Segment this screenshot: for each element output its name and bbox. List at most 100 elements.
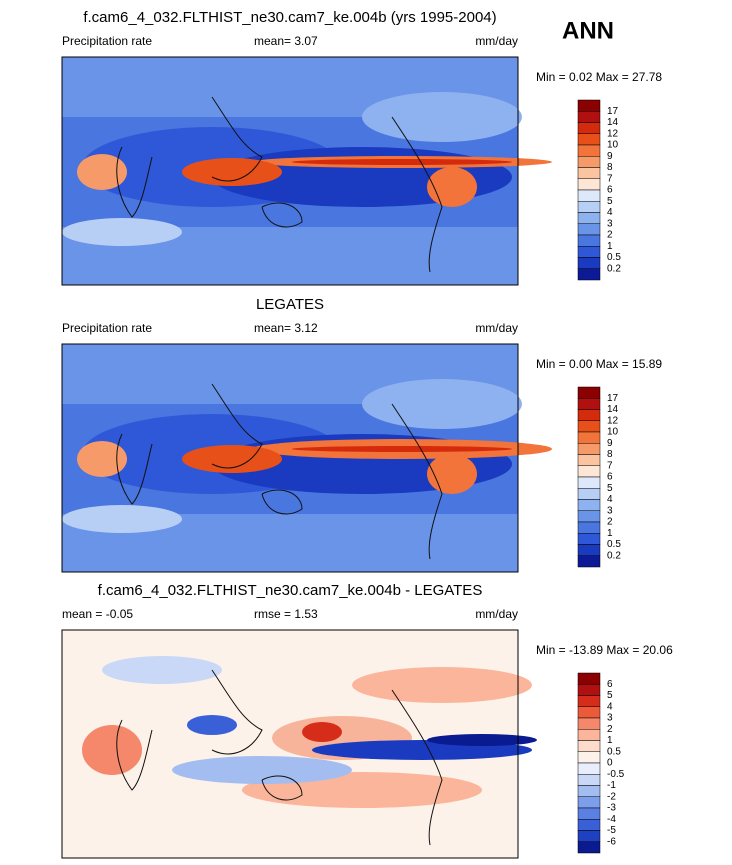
panel-title: LEGATES bbox=[256, 296, 324, 313]
colorbar-box bbox=[577, 499, 601, 511]
colorbar-box bbox=[577, 521, 601, 534]
colorbar-box bbox=[577, 212, 601, 224]
colorbar-box bbox=[577, 672, 601, 685]
colorbar-box bbox=[577, 167, 601, 179]
colorbar-label: 14 bbox=[607, 404, 619, 415]
colorbar-label: 6 bbox=[607, 185, 613, 196]
map-frame bbox=[61, 56, 519, 286]
colorbar-box bbox=[577, 762, 601, 775]
map bbox=[61, 629, 537, 859]
colorbar-label: 10 bbox=[607, 427, 619, 438]
map-field bbox=[82, 725, 142, 775]
colorbar-label: 5 bbox=[607, 690, 613, 701]
colorbar-box bbox=[577, 785, 601, 797]
colorbar-box bbox=[577, 99, 601, 112]
colorbar-label: 17 bbox=[607, 106, 619, 117]
colorbar-box bbox=[577, 684, 601, 696]
colorbar-label: 7 bbox=[607, 173, 613, 184]
colorbar-label: 4 bbox=[607, 494, 613, 505]
colorbar-label: 4 bbox=[607, 207, 613, 218]
colorbar-box bbox=[577, 386, 601, 399]
colorbar-label: 2 bbox=[607, 230, 613, 241]
colorbar-label: 10 bbox=[607, 140, 619, 151]
colorbar-box bbox=[577, 695, 601, 707]
colorbar-box bbox=[577, 796, 601, 809]
colorbar-label: 0.5 bbox=[607, 539, 621, 550]
colorbar-box bbox=[577, 488, 601, 500]
colorbar-label: -2 bbox=[607, 791, 616, 802]
map-field bbox=[292, 446, 512, 452]
colorbar-label: 5 bbox=[607, 483, 613, 494]
colorbar-label: 0 bbox=[607, 758, 613, 769]
colorbar-label: 5 bbox=[607, 196, 613, 207]
colorbar-box bbox=[577, 533, 601, 545]
colorbar-label: 2 bbox=[607, 724, 613, 735]
colorbar-label: 6 bbox=[607, 472, 613, 483]
left-label: Precipitation rate bbox=[62, 321, 152, 335]
panel-title: f.cam6_4_032.FLTHIST_ne30.cam7_ke.004b (… bbox=[83, 9, 496, 26]
colorbar-box bbox=[577, 740, 601, 752]
map bbox=[61, 56, 552, 286]
colorbar-box bbox=[577, 111, 601, 123]
colorbar-label: -6 bbox=[607, 836, 616, 847]
coastline bbox=[116, 383, 443, 560]
colorbar-box bbox=[577, 431, 601, 444]
colorbar-label: -0.5 bbox=[607, 769, 625, 780]
coastline bbox=[116, 669, 443, 846]
colorbar-box bbox=[577, 819, 601, 831]
colorbar-label: 0.5 bbox=[607, 252, 621, 263]
colorbar-label: 9 bbox=[607, 438, 613, 449]
min-max-label: Min = 0.00 Max = 15.89 bbox=[536, 357, 662, 371]
map-field bbox=[182, 445, 282, 473]
colorbar-label: 1 bbox=[607, 241, 613, 252]
colorbar-box bbox=[577, 544, 601, 556]
colorbar-label: 3 bbox=[607, 713, 613, 724]
colorbar-label: 12 bbox=[607, 128, 619, 139]
colorbar-label: 7 bbox=[607, 460, 613, 471]
map-field bbox=[187, 715, 237, 735]
colorbar-box bbox=[577, 465, 601, 478]
coastline bbox=[116, 96, 443, 273]
colorbar-box bbox=[577, 476, 601, 489]
map-field bbox=[302, 722, 342, 742]
colorbar-box bbox=[577, 234, 601, 247]
colorbar-box bbox=[577, 454, 601, 466]
map bbox=[61, 343, 552, 573]
colorbar-box bbox=[577, 144, 601, 157]
colorbar-box bbox=[577, 751, 601, 764]
colorbar-label: 0.5 bbox=[607, 746, 621, 757]
colorbar-label: 0.2 bbox=[607, 263, 621, 274]
map-field bbox=[77, 154, 127, 190]
colorbar-label: 4 bbox=[607, 701, 613, 712]
map-field bbox=[232, 83, 352, 111]
map-field bbox=[62, 505, 182, 533]
colorbar-box bbox=[577, 398, 601, 410]
colorbar-label: 14 bbox=[607, 117, 619, 128]
map-field bbox=[232, 370, 352, 398]
map-frame bbox=[61, 629, 519, 859]
map-field bbox=[102, 656, 222, 684]
colorbar-label: 8 bbox=[607, 449, 613, 460]
colorbar-box bbox=[577, 830, 601, 842]
colorbar-box bbox=[577, 246, 601, 258]
colorbar-box bbox=[577, 729, 601, 741]
map-field bbox=[62, 218, 182, 246]
map-field bbox=[292, 159, 512, 165]
colorbar-label: 12 bbox=[607, 415, 619, 426]
colorbar-label: 2 bbox=[607, 517, 613, 528]
center-label: rmse = 1.53 bbox=[254, 607, 318, 621]
map-field bbox=[427, 734, 537, 746]
colorbar-label: 1 bbox=[607, 735, 613, 746]
colorbar-box bbox=[577, 717, 601, 730]
colorbar-label: 9 bbox=[607, 151, 613, 162]
colorbar-label: 17 bbox=[607, 393, 619, 404]
map-field bbox=[362, 379, 522, 429]
colorbar-box bbox=[577, 443, 601, 455]
colorbar-box bbox=[577, 841, 601, 854]
left-label: Precipitation rate bbox=[62, 34, 152, 48]
units-label: mm/day bbox=[475, 321, 518, 335]
colorbar-label: -4 bbox=[607, 814, 616, 825]
map-field bbox=[427, 167, 477, 207]
colorbar-box bbox=[577, 201, 601, 213]
center-label: mean= 3.07 bbox=[254, 34, 318, 48]
